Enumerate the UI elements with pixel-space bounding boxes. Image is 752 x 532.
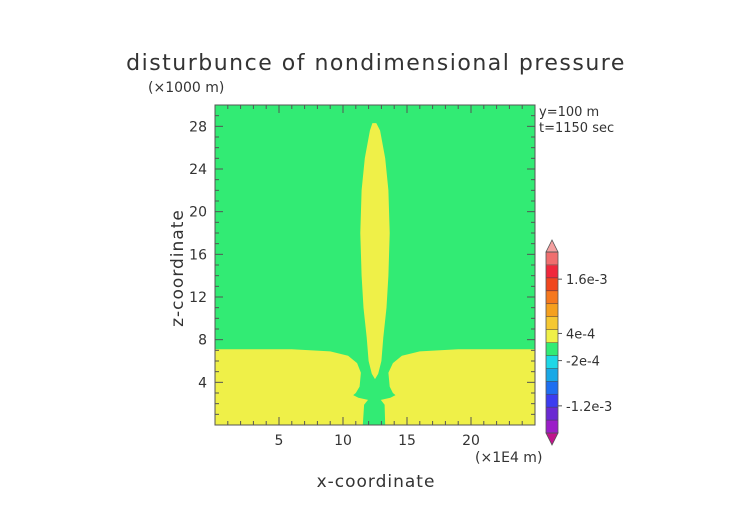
base-region-left: [215, 349, 368, 425]
x-tick-label: 15: [398, 433, 416, 449]
colorbar-max-triangle: [545, 239, 559, 253]
y-tick-label: 16: [189, 247, 207, 263]
colorbar-segment: [546, 407, 558, 421]
colorbar-segment: [546, 264, 558, 279]
colorbar-segment: [546, 290, 558, 305]
y-unit-label: (×1000 m): [148, 80, 224, 96]
plot-regions: [215, 123, 535, 425]
annotation-y: y=100 m: [539, 105, 599, 120]
colorbar-segment: [546, 420, 558, 434]
colorbar-segment: [546, 277, 558, 292]
y-tick-label: 8: [198, 333, 207, 349]
colorbar-segment: [546, 303, 558, 318]
y-tick-label: 20: [189, 205, 207, 221]
colorbar-segment: [546, 394, 558, 408]
colorbar-min-triangle: [545, 432, 559, 446]
colorbar: 1.6e-3 4e-4 -2e-4 -1.2e-3: [545, 239, 612, 446]
x-tick-label: 5: [275, 433, 284, 449]
y-axis: 4 8 12 16 20 24 28: [189, 115, 535, 415]
colorbar-outline: [545, 251, 559, 434]
plume-region: [360, 123, 390, 380]
colorbar-segment: [546, 355, 558, 369]
y-tick-label: 4: [198, 375, 207, 391]
chart-title: disturbunce of nondimensional pressure: [126, 51, 626, 76]
x-tick-label: 20: [462, 433, 480, 449]
y-tick-label: 12: [189, 290, 207, 306]
y-tick-label: 28: [189, 119, 207, 135]
annotation-t: t=1150 sec: [539, 121, 614, 136]
y-tick-label: 24: [189, 162, 207, 178]
colorbar-segment: [546, 316, 558, 330]
colorbar-label: -2e-4: [566, 355, 600, 370]
y-axis-label: z-coordinate: [168, 209, 188, 327]
base-region-right: [380, 349, 535, 425]
colorbar-segment: [546, 252, 558, 266]
colorbar-label: 4e-4: [566, 327, 595, 342]
colorbar-segment: [546, 342, 558, 356]
colorbar-label: 1.6e-3: [566, 273, 608, 288]
colorbar-segment: [546, 381, 558, 395]
x-axis-label: x-coordinate: [317, 472, 436, 492]
x-axis: 5 10 15 20: [227, 105, 523, 449]
colorbar-label: -1.2e-3: [566, 400, 612, 415]
x-unit-label: (×1E4 m): [475, 450, 542, 466]
x-tick-label: 10: [334, 433, 352, 449]
colorbar-segment: [546, 329, 558, 343]
colorbar-segment: [546, 368, 558, 382]
